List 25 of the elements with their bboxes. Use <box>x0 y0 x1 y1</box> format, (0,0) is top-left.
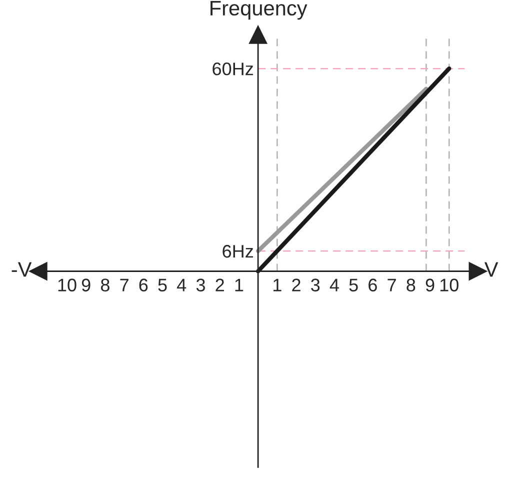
x-tick-label: 7 <box>120 278 128 292</box>
x-tick-label: 9 <box>426 278 434 292</box>
x-tick-label: 4 <box>177 278 186 292</box>
x-tick-label: 5 <box>158 278 167 292</box>
y-axis-title: Frequency <box>210 1 308 20</box>
y-tick-label: 60Hz <box>212 62 253 76</box>
x-tick-label: 10 <box>58 278 76 292</box>
x-tick-label: 8 <box>406 278 416 292</box>
x-tick-label: 6 <box>368 278 377 292</box>
x-tick-label: 7 <box>388 278 396 292</box>
x-axis-title: V <box>484 262 498 277</box>
y-tick-label: 6Hz <box>222 244 253 258</box>
x-tick-label: 4 <box>330 278 339 292</box>
x-tick-label: 1 <box>274 278 282 292</box>
x-tick-label: 2 <box>216 278 224 292</box>
x-tick-label: 10 <box>440 278 458 292</box>
x-tick-label: 1 <box>235 278 244 292</box>
x-tick-label: 6 <box>139 278 148 292</box>
x-tick-label: 8 <box>100 278 110 292</box>
x-tick-label: 2 <box>292 278 300 292</box>
text: -V <box>12 262 32 277</box>
x-tick-label: 5 <box>349 278 358 292</box>
x-tick-label: 9 <box>82 278 90 292</box>
x-tick-label: 3 <box>196 278 205 292</box>
x-tick-label: 3 <box>311 278 320 292</box>
